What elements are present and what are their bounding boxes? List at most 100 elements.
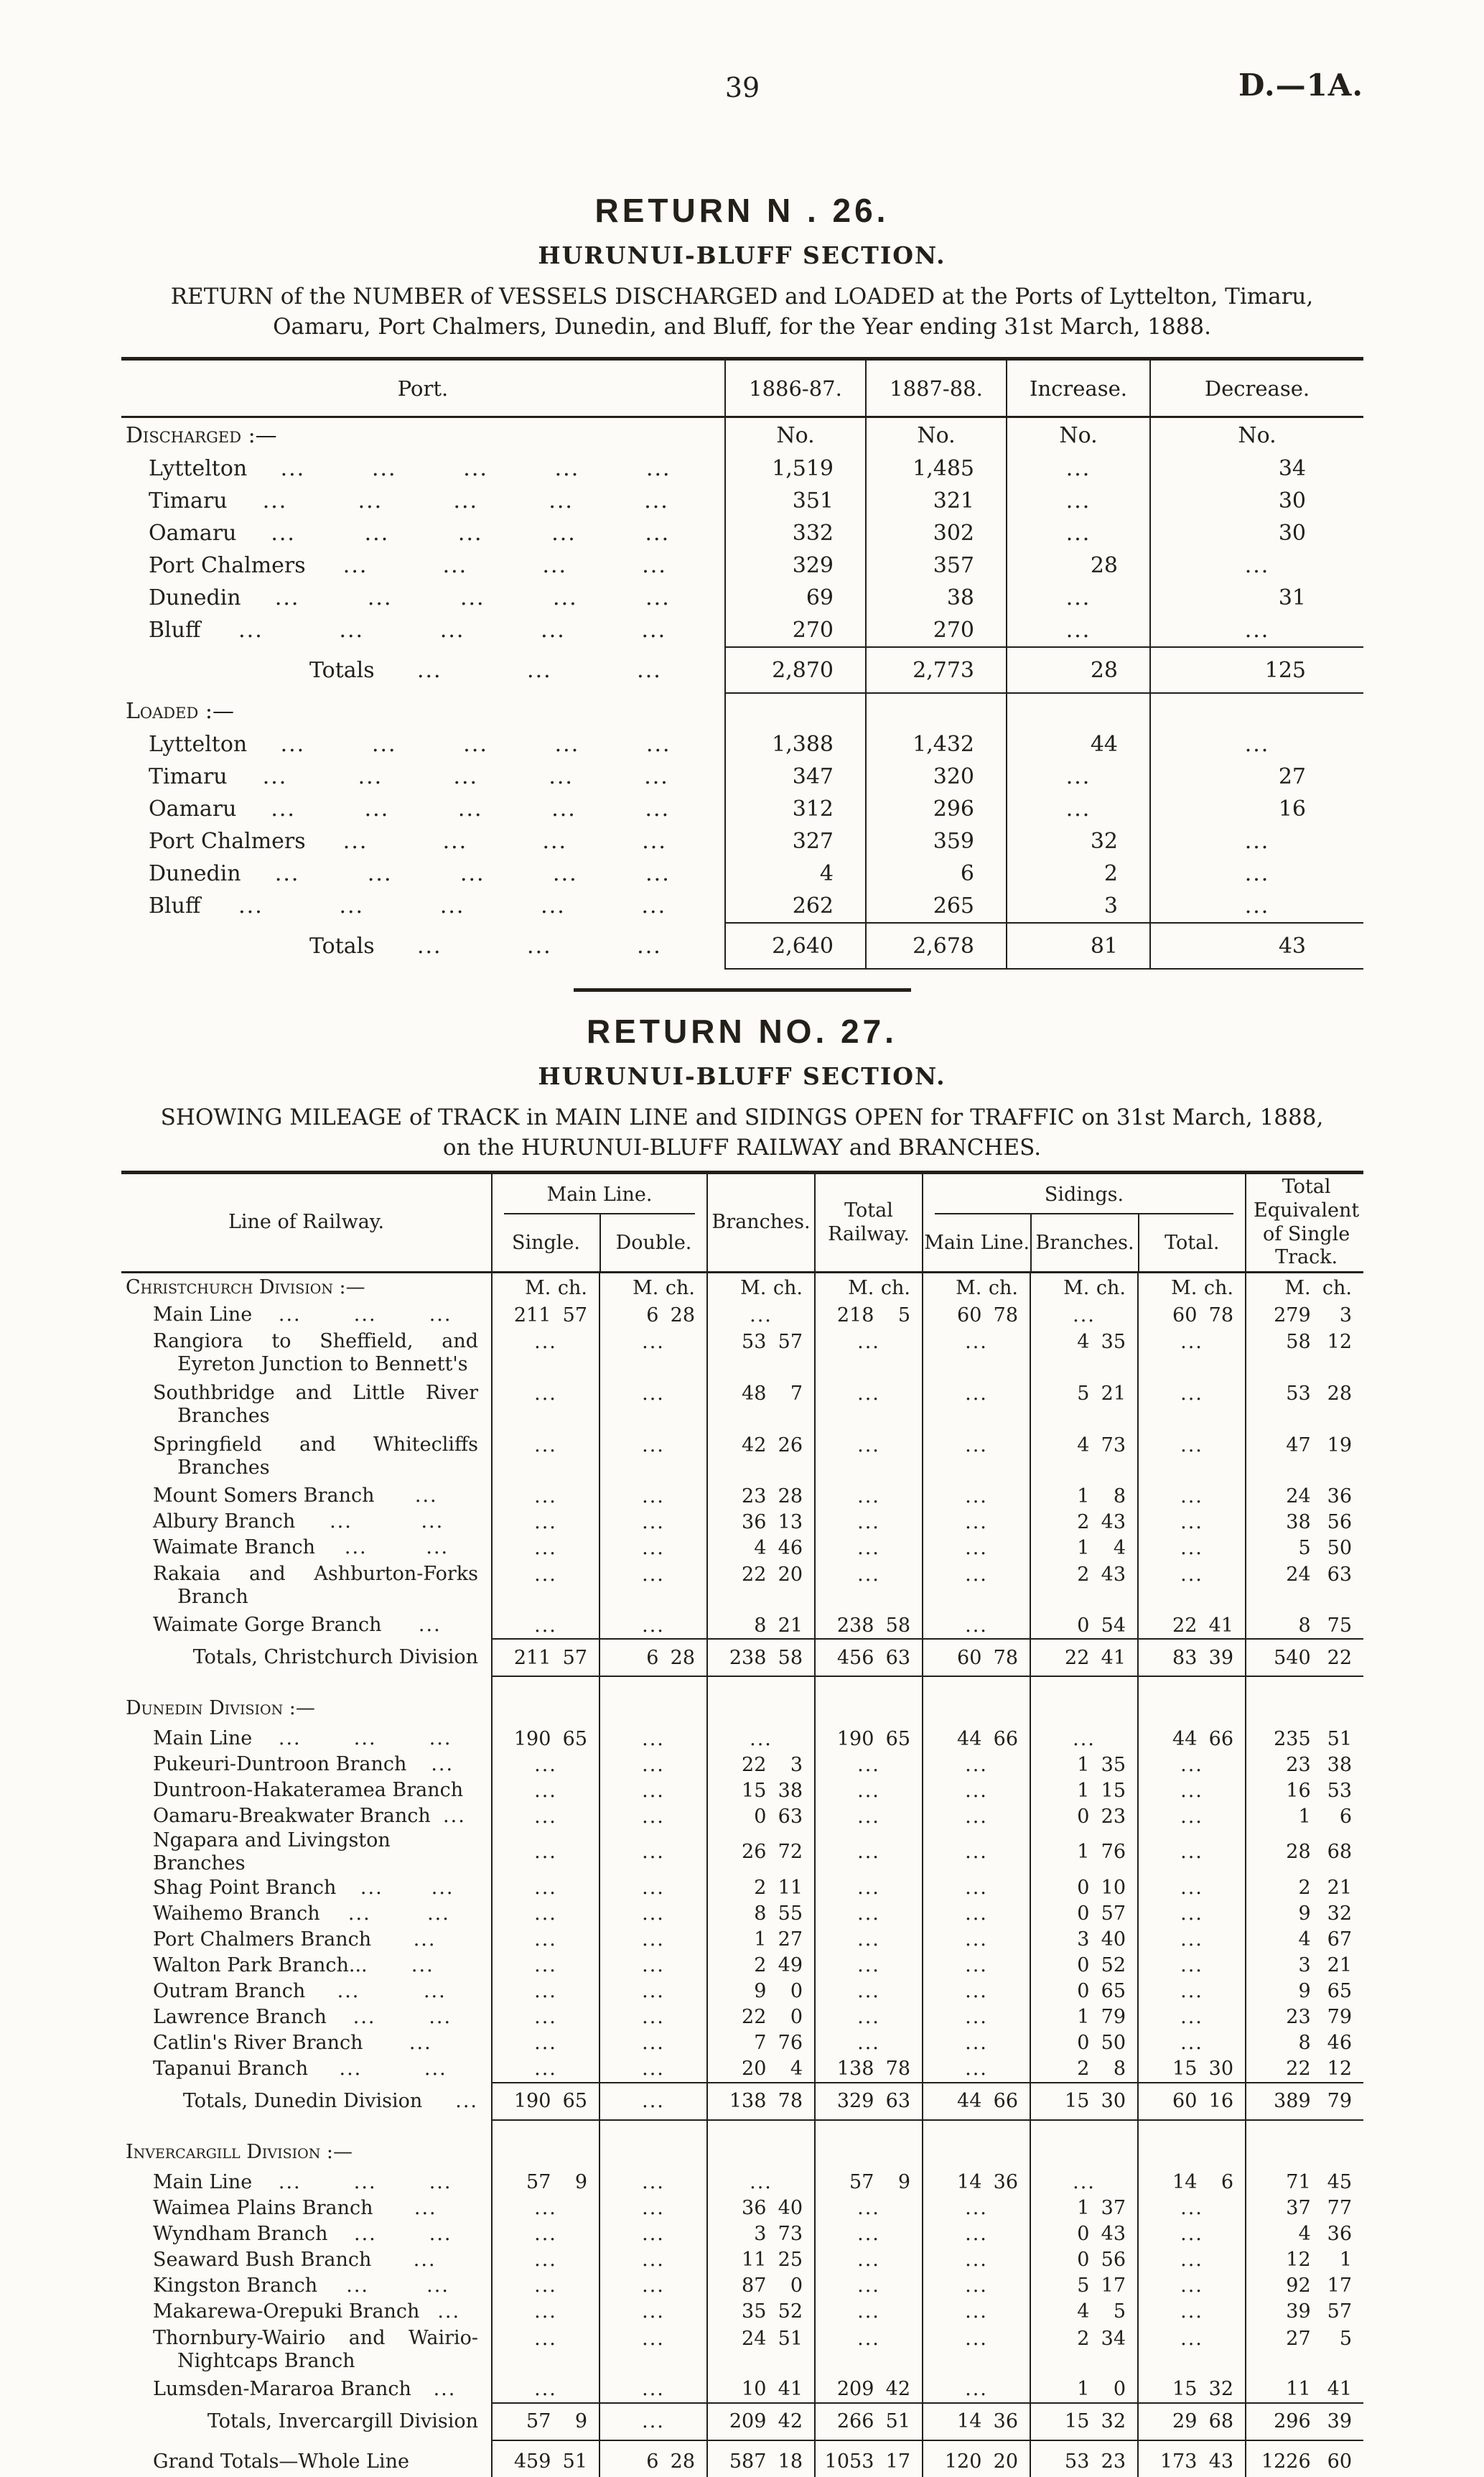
- value-cell: ...: [922, 2055, 1030, 2082]
- value-cell: ...: [491, 2055, 599, 2082]
- value-cell: ...: [922, 2376, 1030, 2402]
- value-cell: 7 76: [706, 2030, 814, 2056]
- value-cell: 359: [865, 825, 1006, 858]
- port-label-cell: Timaru...............: [149, 488, 669, 513]
- port-row: Timaru............... 351 321... 30: [121, 485, 1363, 517]
- value-cell: 3 40: [1030, 1926, 1137, 1953]
- railway-line-row: Main Line......... 211 57 6 28... 218 5 60 78...…: [121, 1302, 1363, 1328]
- value-cell: ...: [922, 1483, 1030, 1509]
- value-cell: ...: [599, 1829, 706, 1875]
- value-cell: 24 36: [1245, 1483, 1363, 1509]
- value-cell: ...: [1137, 2004, 1245, 2030]
- value-cell: ...: [814, 1803, 922, 1829]
- value-cell: 14 36: [922, 2402, 1030, 2441]
- value-cell: ...: [922, 2298, 1030, 2325]
- header-single: Single.: [511, 1232, 580, 1254]
- value-cell: ...: [599, 2246, 706, 2273]
- value-cell: ...: [599, 1509, 706, 1535]
- value-cell: ...: [599, 1612, 706, 1638]
- value-cell: 279 3: [1245, 1302, 1363, 1328]
- header-main-line-label: Main Line.: [493, 1174, 706, 1214]
- port-row: Dunedin............... 69 38... 31: [121, 582, 1363, 614]
- value-cell: 120 20: [922, 2440, 1030, 2477]
- value-cell: ...: [599, 1777, 706, 1803]
- value-cell: 23 28: [706, 1483, 814, 1509]
- value-cell: ...: [491, 2004, 599, 2030]
- value-cell: 30: [1149, 517, 1363, 549]
- line-label-cell: Springfield and Whitecliffs Branches: [153, 1433, 478, 1479]
- line-label-cell: Christchurch Division :—: [126, 1276, 365, 1299]
- value-cell: 0 10: [1030, 1874, 1137, 1901]
- value-cell: ...: [599, 1752, 706, 1777]
- port-label-cell: Lyttelton...............: [149, 456, 671, 481]
- value-cell: 1,519: [724, 452, 865, 485]
- value-cell: ...: [599, 1978, 706, 2004]
- value-cell: 1226 60: [1245, 2440, 1363, 2477]
- value-cell: ...: [599, 2030, 706, 2056]
- value-cell: ...: [599, 2376, 706, 2402]
- value-cell: ...: [706, 1726, 814, 1752]
- value-cell: M. ch.: [706, 1273, 814, 1302]
- header-total-railway: Total Railway.: [814, 1174, 922, 1271]
- railway-line-row: Duntroon-Hakateramea Branch...... 15 38...…: [121, 1777, 1363, 1803]
- value-cell: 39 57: [1245, 2298, 1363, 2325]
- value-cell: ...: [491, 2195, 599, 2221]
- port-label-cell: Loaded :—: [126, 698, 234, 724]
- value-cell: 4 35: [1030, 1328, 1137, 1380]
- value-cell: No.: [1006, 418, 1149, 452]
- value-cell: 211 57: [491, 1302, 599, 1328]
- return-26: RETURN N . 26. HURUNUI-BLUFF SECTION. RE…: [0, 191, 1484, 970]
- value-cell: 44: [1006, 728, 1149, 761]
- value-cell: 22 41: [1030, 1638, 1137, 1677]
- value-cell: ...: [599, 1803, 706, 1829]
- value-cell: 53 28: [1245, 1380, 1363, 1431]
- value-cell: ...: [491, 1483, 599, 1509]
- value-cell: ...: [814, 1752, 922, 1777]
- value-cell: No.: [724, 418, 865, 452]
- value-cell: 270: [724, 614, 865, 646]
- value-cell: 58 12: [1245, 1328, 1363, 1380]
- value-cell: 3: [1006, 890, 1149, 922]
- value-cell: 57 9: [491, 2402, 599, 2441]
- value-cell: ...: [599, 1952, 706, 1979]
- value-cell: 6 28: [599, 1638, 706, 1677]
- line-label-cell: Totals, Invercargill Division: [207, 2409, 478, 2432]
- value-cell: ...: [491, 1777, 599, 1803]
- value-cell: 211 57: [491, 1638, 599, 1677]
- value-cell: [1030, 2120, 1137, 2170]
- value-cell: 3 73: [706, 2221, 814, 2247]
- value-cell: 2,870: [724, 646, 865, 694]
- value-cell: ...: [922, 1952, 1030, 1979]
- value-cell: [491, 1677, 599, 1726]
- value-cell: ...: [599, 1900, 706, 1927]
- document-reference: D.—1A.: [1238, 68, 1363, 103]
- value-cell: 20 4: [706, 2055, 814, 2082]
- value-cell: ...: [922, 1561, 1030, 1612]
- value-cell: 34: [1149, 452, 1363, 485]
- value-cell: 587 18: [706, 2440, 814, 2477]
- value-cell: 44 66: [1137, 1726, 1245, 1752]
- railway-line-row: Port Chalmers Branch......... 1 27...... 3 4…: [121, 1926, 1363, 1953]
- railway-line-row: Albury Branch............ 36 13...... 2 43..…: [121, 1509, 1363, 1535]
- line-label-cell: Main Line.........: [153, 1727, 452, 1750]
- value-cell: ...: [1137, 1900, 1245, 1927]
- value-cell: 42 26: [706, 1431, 814, 1483]
- value-cell: 60 16: [1137, 2081, 1245, 2121]
- value-cell: ...: [1137, 2195, 1245, 2221]
- value-cell: ...: [491, 2376, 599, 2402]
- column-header-1886-87: 1886-87.: [724, 361, 865, 416]
- value-cell: 28: [1006, 549, 1149, 582]
- railway-line-row: Tapanui Branch............ 20 4 138 78... 2 8 1…: [121, 2055, 1363, 2082]
- value-cell: 1 35: [1030, 1752, 1137, 1777]
- port-label-cell: Lyttelton...............: [149, 732, 671, 757]
- port-row: Timaru............... 347 320... 27: [121, 761, 1363, 793]
- value-cell: ...: [922, 1829, 1030, 1875]
- value-cell: ...: [491, 1561, 599, 1612]
- value-cell: ...: [491, 1431, 599, 1483]
- line-label-cell: Oamaru-Breakwater Branch...: [153, 1805, 466, 1828]
- line-label-cell: Main Line.........: [153, 1303, 452, 1326]
- value-cell: 0 57: [1030, 1900, 1137, 1927]
- port-row: Oamaru............... 312 296... 16: [121, 793, 1363, 825]
